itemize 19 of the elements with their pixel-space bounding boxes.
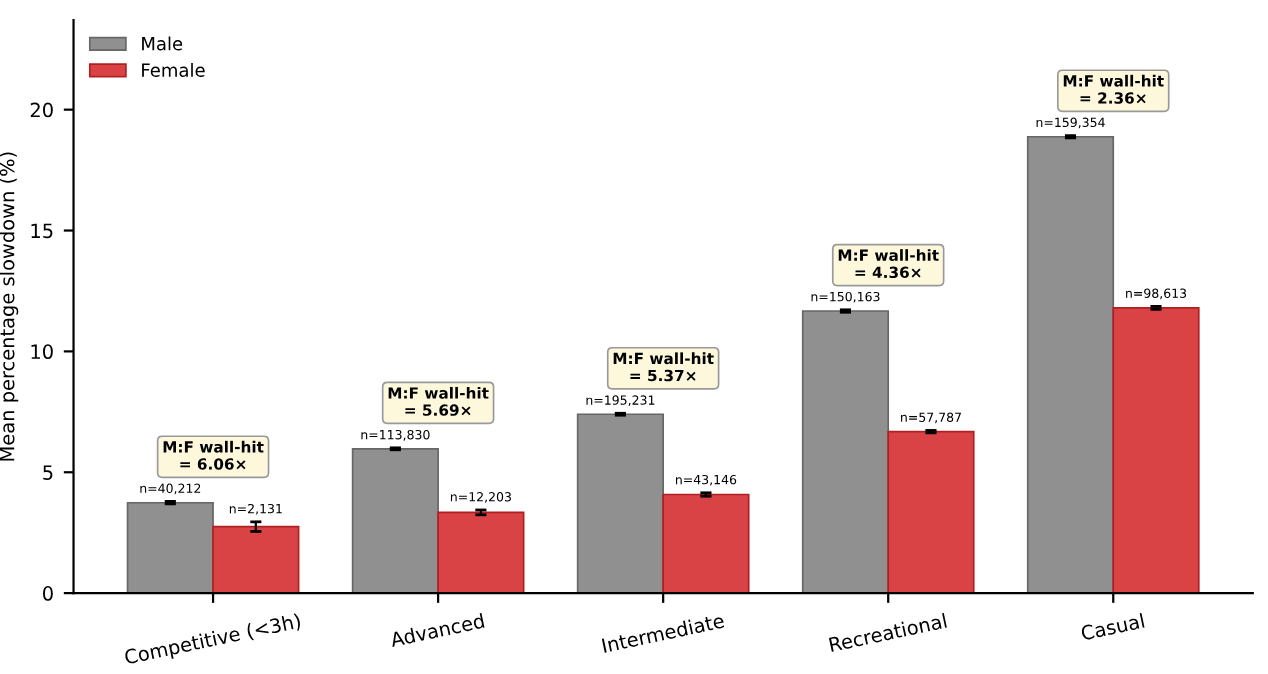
bar xyxy=(1112,307,1200,594)
bar xyxy=(351,447,439,594)
y-tick-label: 0 xyxy=(43,586,53,601)
x-tick-label: Casual xyxy=(1080,612,1145,641)
bar xyxy=(662,493,750,594)
y-tick-label: 5 xyxy=(43,465,53,480)
bar xyxy=(801,310,890,594)
bar xyxy=(1026,135,1115,594)
legend-label: Male xyxy=(142,36,183,51)
bar xyxy=(437,511,525,594)
bar xyxy=(126,501,214,594)
y-tick-label: 20 xyxy=(30,102,53,118)
y-tick-label: 15 xyxy=(31,223,53,239)
bar xyxy=(576,413,664,594)
y-axis-title: Mean percentage slowdown (%) xyxy=(0,152,19,461)
y-tick-label: 10 xyxy=(31,344,53,360)
legend-label: Female xyxy=(142,62,205,77)
bar xyxy=(887,430,975,594)
bar xyxy=(212,525,300,594)
